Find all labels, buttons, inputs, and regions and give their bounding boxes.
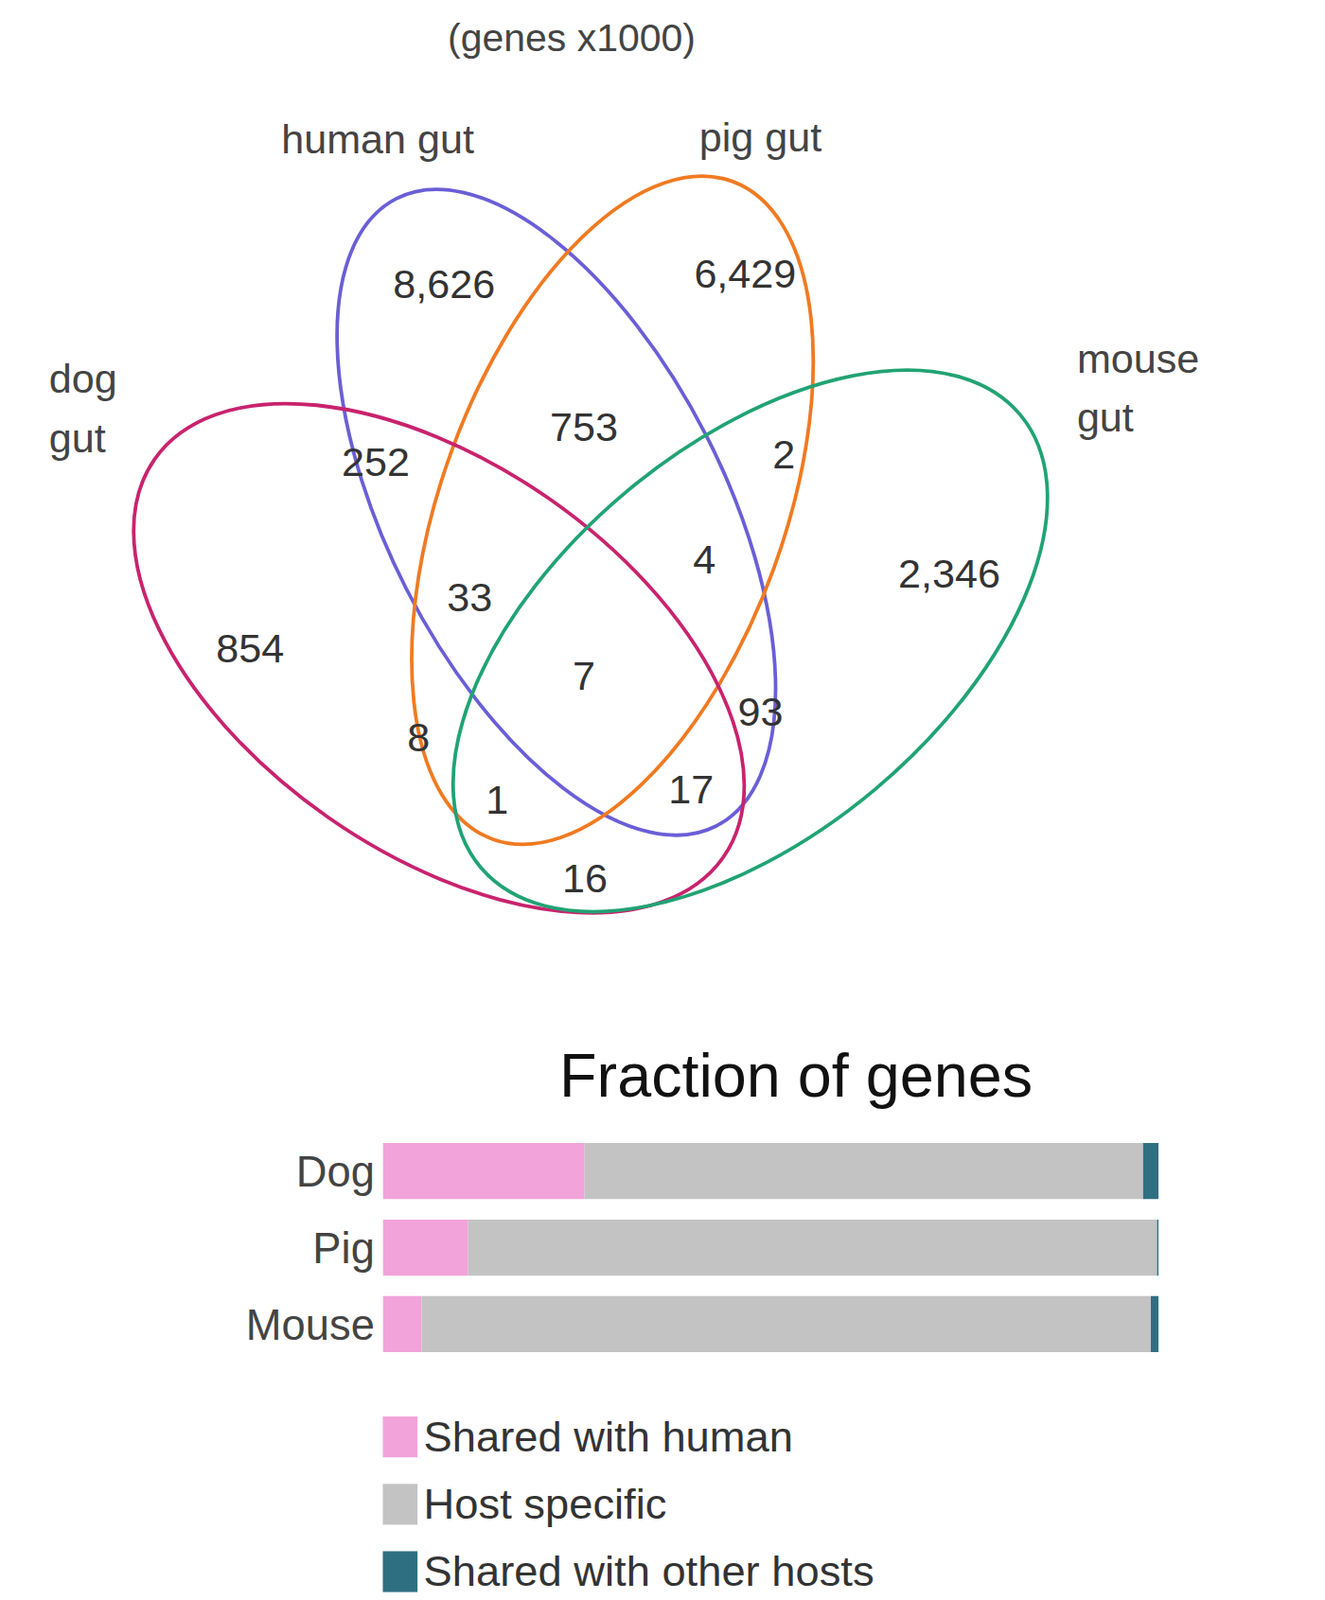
svg-text:7: 7 bbox=[572, 653, 596, 699]
svg-text:753: 753 bbox=[549, 404, 619, 450]
svg-text:252: 252 bbox=[341, 439, 410, 485]
svg-text:Dog: Dog bbox=[296, 1148, 375, 1197]
svg-text:2,346: 2,346 bbox=[898, 550, 1001, 597]
svg-text:16: 16 bbox=[562, 855, 608, 901]
svg-text:854: 854 bbox=[215, 625, 284, 672]
svg-text:pig gut: pig gut bbox=[699, 114, 822, 160]
svg-text:Pig: Pig bbox=[312, 1224, 374, 1273]
html-text:Host specific: Host specific bbox=[423, 1480, 667, 1529]
svg-text:(genes x1000): (genes x1000) bbox=[447, 16, 696, 60]
svg-text:17: 17 bbox=[668, 766, 714, 813]
html-text:Fraction of genes: Fraction of genes bbox=[559, 1042, 1033, 1111]
svg-text:4: 4 bbox=[692, 536, 716, 583]
svg-text:Mouse: Mouse bbox=[246, 1301, 375, 1350]
svg-text:2: 2 bbox=[772, 431, 795, 477]
svg-text:mousegut: mousegut bbox=[1077, 335, 1200, 442]
svg-text:33: 33 bbox=[446, 574, 493, 620]
svg-text:8: 8 bbox=[406, 714, 430, 760]
svg-text:6,429: 6,429 bbox=[693, 250, 796, 297]
svg-text:1: 1 bbox=[485, 777, 509, 823]
html-text:Shared with other hosts: Shared with other hosts bbox=[423, 1547, 875, 1596]
svg-text:human gut: human gut bbox=[281, 116, 475, 162]
svg-text:93: 93 bbox=[738, 689, 784, 735]
svg-text:doggut: doggut bbox=[49, 355, 118, 461]
svg-text:8,626: 8,626 bbox=[392, 261, 495, 307]
html-text:Shared with human: Shared with human bbox=[423, 1412, 794, 1461]
